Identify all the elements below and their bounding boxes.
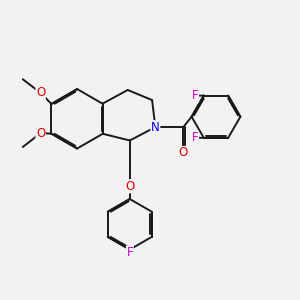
Text: F: F — [192, 131, 199, 144]
Text: O: O — [36, 127, 45, 140]
Text: O: O — [125, 180, 134, 193]
Text: N: N — [151, 121, 160, 134]
Text: O: O — [36, 86, 45, 99]
Text: F: F — [127, 246, 133, 259]
Text: O: O — [179, 146, 188, 160]
Text: F: F — [192, 89, 199, 102]
